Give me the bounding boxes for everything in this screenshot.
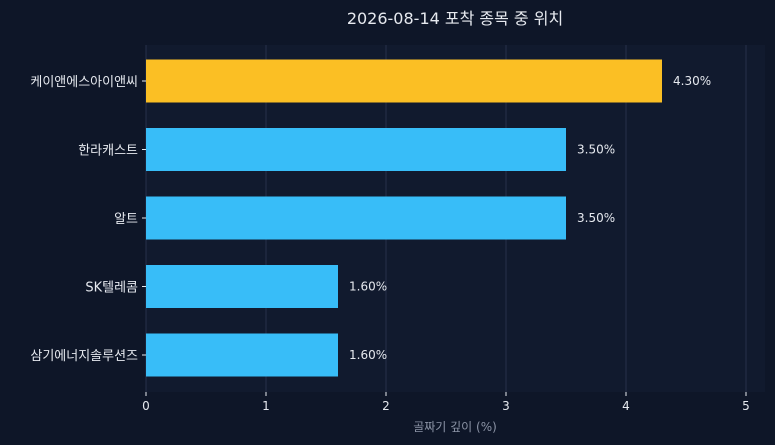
bar-value-label: 3.50% <box>577 211 615 225</box>
x-axis-label: 골짜기 깊이 (%) <box>413 420 497 434</box>
category-label: 한라캐스트 <box>78 144 138 159</box>
x-tick-label: 2 <box>382 399 390 413</box>
category-label: 알트 <box>114 212 138 227</box>
bar-value-label: 1.60% <box>349 280 387 294</box>
chart-title: 2026-08-14 포착 종목 중 위치 <box>347 9 563 28</box>
bar <box>146 265 338 308</box>
x-tick-label: 1 <box>262 399 270 413</box>
x-tick-label: 5 <box>742 399 750 413</box>
category-label: 케이앤에스아이앤씨 <box>30 75 138 90</box>
bar <box>146 196 566 240</box>
bar-value-label: 1.60% <box>349 348 387 362</box>
bars: 4.30% 3.50% 3.50% 1.60% 1.60% <box>146 59 711 377</box>
bar-value-label: 4.30% <box>673 74 711 88</box>
category-label: 삼기에너지솔루션즈 <box>30 349 138 364</box>
x-tick-label: 4 <box>622 399 630 413</box>
bar <box>146 333 338 377</box>
bar <box>146 59 662 103</box>
x-tick-label: 0 <box>142 399 150 413</box>
bar-value-label: 3.50% <box>577 143 615 157</box>
category-label: SK텔레콤 <box>85 281 138 296</box>
x-tick-label: 3 <box>502 399 510 413</box>
bar <box>146 128 566 171</box>
x-axis-ticks: 0 1 2 3 4 5 <box>142 392 750 413</box>
